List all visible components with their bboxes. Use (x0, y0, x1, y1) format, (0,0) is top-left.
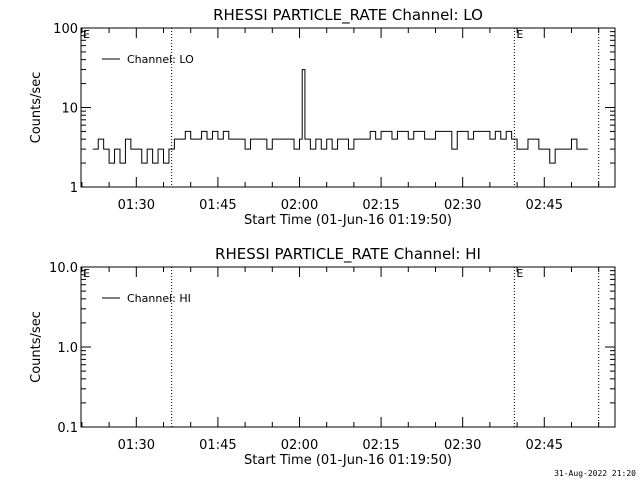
marker-label: E (83, 28, 90, 41)
series-line (92, 69, 588, 164)
marker-label: E (516, 28, 523, 41)
y-axis-label: Counts/sec (29, 72, 44, 144)
y-tick-label: 0.1 (57, 421, 78, 436)
marker-label: E (516, 267, 523, 280)
chart-panel-2: RHESSI PARTICLE_RATE Channel: HI 0.1 1.0 10… (29, 245, 616, 468)
x-tick-label: 01:30 (118, 438, 155, 453)
x-tick-label: 02:00 (281, 438, 318, 453)
x-tick-label: 01:30 (118, 198, 155, 213)
y-tick-label: 10.0 (49, 261, 78, 276)
footer-timestamp-holder: 31-Aug-2022 21:20 (554, 469, 636, 478)
chart-panel-1: RHESSI PARTICLE_RATE Channel: LO 1 10 100 Co… (29, 6, 616, 228)
marker-label: E (83, 267, 90, 280)
x-tick-label: 02:30 (444, 198, 481, 213)
x-tick-label: 02:15 (362, 438, 399, 453)
x-tick-label: 02:30 (444, 438, 481, 453)
y-tick-label: 1 (70, 181, 78, 196)
x-tick-label: 01:45 (199, 198, 236, 213)
legend-label: Channel: HI (127, 292, 191, 305)
y-tick-label: 10 (61, 102, 78, 117)
x-tick-label: 01:45 (199, 438, 236, 453)
x-tick-label: 02:45 (526, 438, 563, 453)
x-tick-label: 02:15 (362, 198, 399, 213)
plot-frame (80, 27, 616, 188)
y-tick-label: 100 (53, 22, 78, 37)
plot-frame (80, 266, 616, 428)
chart-title: RHESSI PARTICLE_RATE Channel: LO (213, 6, 483, 25)
legend-label: Channel: LO (127, 53, 194, 66)
x-axis-label: Start Time (01-Jun-16 01:19:50) (244, 213, 452, 228)
footer-timestamp: 31-Aug-2022 21:20 (554, 469, 636, 478)
y-tick-label: 1.0 (57, 341, 78, 356)
y-axis-label: Counts/sec (29, 311, 44, 383)
x-axis-label: Start Time (01-Jun-16 01:19:50) (244, 453, 452, 468)
chart-title: RHESSI PARTICLE_RATE Channel: HI (215, 245, 481, 264)
x-tick-label: 02:45 (526, 198, 563, 213)
x-tick-label: 02:00 (281, 198, 318, 213)
